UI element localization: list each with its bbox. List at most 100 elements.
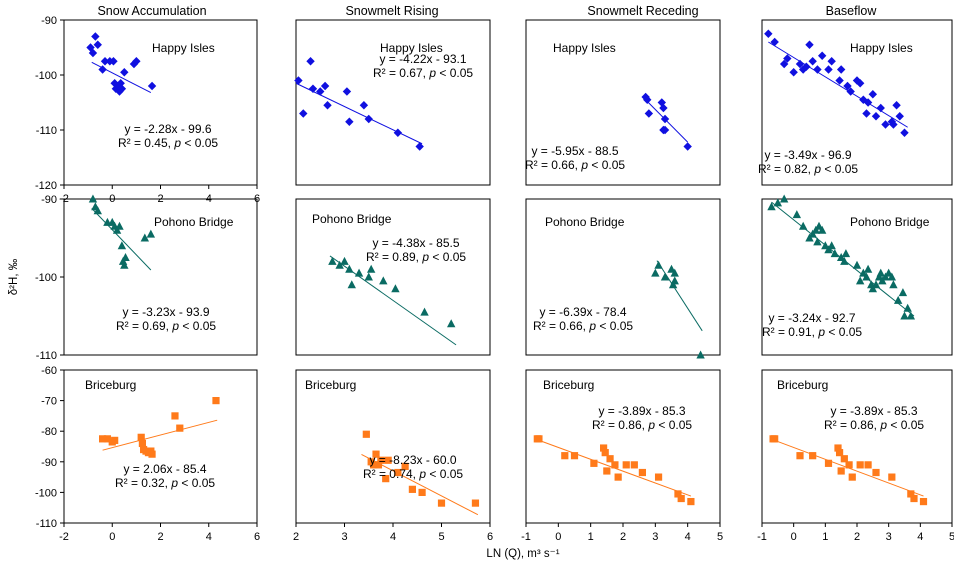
x-tick-label: 5 [949,531,954,543]
r-squared-value: R² = 0.91, [762,325,818,339]
data-point [852,260,862,269]
regression-equation: y = -5.95x - 88.5 [531,144,618,158]
regression-equation: y = -4.38x - 85.5 [372,236,459,250]
data-point [109,57,118,66]
data-point [622,461,630,469]
data-point [379,276,388,285]
site-label: Pohono Bridge [154,215,234,229]
data-point [600,444,608,452]
panel-frame [525,198,721,356]
data-point [837,467,845,475]
data-point [862,109,871,118]
data-point [394,468,402,477]
data-point [299,109,308,118]
p-value-rest: < 0.05 [178,476,215,490]
data-point [767,202,776,211]
site-label: Pohono Bridge [850,215,930,229]
y-tick-label: -100 [35,272,57,284]
data-point [471,499,480,507]
data-point [827,57,836,66]
p-value: p [879,418,887,432]
x-tick-label: 4 [206,531,212,543]
y-tick-label: -110 [36,518,57,530]
data-point [871,280,881,289]
trend-line [768,41,908,128]
data-point [93,206,102,215]
data-point [779,194,789,203]
data-point [840,256,849,265]
r-squared-text: R² = 0.91, p < 0.05 [762,325,862,339]
x-tick-label: 6 [254,531,260,543]
data-point [654,473,663,481]
x-tick-label: 4 [390,531,396,543]
data-point [903,303,912,312]
data-point [887,117,897,126]
data-point [660,114,670,124]
data-point [893,295,903,304]
data-point [856,461,864,469]
regression-equation: y = -6.39x - 78.4 [539,305,626,319]
p-value-rest: < 0.05 [436,66,473,80]
column-title-3: Baseflow [826,4,878,18]
data-point [603,467,611,475]
data-point [830,249,840,258]
data-point [447,319,456,328]
r-squared-text: R² = 0.86, p < 0.05 [592,418,692,432]
data-point [117,84,127,93]
data-point [667,264,676,273]
r-squared-text: R² = 0.69, p < 0.05 [116,319,216,333]
data-point [783,54,792,63]
data-point [110,79,119,88]
data-point [362,430,370,438]
y-tick-label: -80 [41,426,57,438]
trend-line [656,260,703,332]
data-point [809,452,817,460]
regression-equation: y = -2.28x - 99.6 [124,122,211,136]
data-point [843,81,852,91]
p-value: p [428,66,436,80]
panel-2-0: -110 -100 -90 -80 -70 -60 -2 0 2 4 6 Briceburg y = 2… [35,365,260,543]
data-point [120,68,129,77]
data-point [147,81,157,91]
data-point [677,494,685,503]
data-point [372,450,380,458]
panel-1-3: Pohono Bridge y = -3.24x - 92.7R² = 0.91,… [761,194,953,356]
data-point [919,497,928,506]
data-point [792,210,802,219]
site-label: Happy Isles [553,41,616,55]
column-title-2: Snowmelt Receding [587,4,698,18]
x-tick-label: 3 [652,531,658,543]
r-squared-value: R² = 0.32, [115,476,171,490]
r-squared-value: R² = 0.66, [525,158,581,172]
p-value-rest: < 0.05 [821,162,858,176]
p-value: p [170,476,178,490]
y-tick-label: -100 [35,487,57,499]
p-value-rest: < 0.05 [181,136,218,150]
p-value: p [421,250,429,264]
data-point [420,307,429,316]
data-point [805,40,814,49]
data-point [111,436,119,444]
x-tick-label: 2 [293,531,299,543]
p-value-rest: < 0.05 [596,319,633,333]
p-value-rest: < 0.05 [825,325,862,339]
data-point [813,65,822,74]
data-point [834,444,842,452]
data-point [871,112,881,121]
p-value: p [588,319,596,333]
data-point [900,128,909,137]
panel-frame [295,198,491,356]
data-point [827,241,836,250]
data-point [88,194,98,203]
data-point [855,276,865,285]
data-point [846,87,855,96]
column-title-0: Snow Accumulation [97,4,206,18]
r-squared-value: R² = 0.74, [363,467,419,481]
x-tick-label: 3 [886,531,892,543]
p-value: p [173,136,181,150]
data-point [316,87,325,96]
y-axis-label: δ²H, ‰ [8,258,20,295]
data-point [306,57,315,66]
data-point [391,284,400,293]
data-point [876,268,885,277]
